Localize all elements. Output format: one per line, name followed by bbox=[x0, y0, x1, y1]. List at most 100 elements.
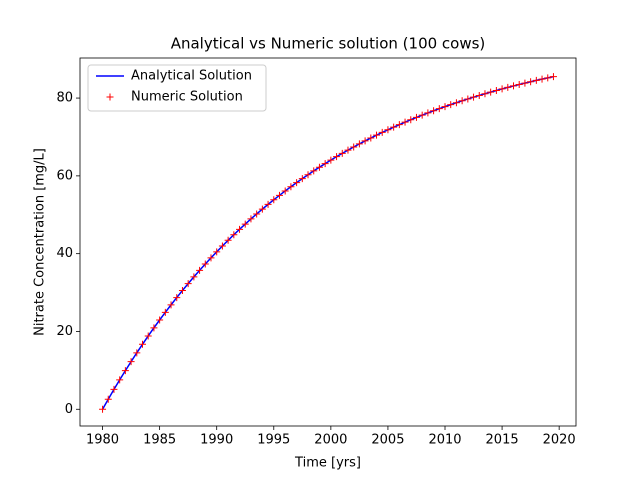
plus-marker bbox=[470, 93, 478, 101]
plus-marker bbox=[315, 163, 323, 171]
plus-marker bbox=[138, 340, 146, 348]
plus-marker bbox=[510, 82, 518, 90]
y-axis-label: Nitrate Concentration [mg/L] bbox=[33, 148, 48, 336]
x-tick-label: 1990 bbox=[200, 433, 233, 448]
plus-marker bbox=[532, 76, 540, 84]
plus-marker bbox=[178, 287, 186, 295]
plus-marker bbox=[116, 376, 124, 384]
plus-marker bbox=[492, 87, 500, 95]
plus-marker bbox=[270, 196, 278, 204]
plus-marker bbox=[338, 149, 346, 157]
plus-marker bbox=[504, 83, 512, 91]
plus-marker bbox=[133, 349, 141, 357]
plus-marker bbox=[390, 123, 398, 131]
y-tick-label: 40 bbox=[56, 246, 73, 261]
plus-marker bbox=[521, 79, 529, 87]
plus-marker bbox=[167, 301, 175, 309]
plus-marker bbox=[435, 105, 443, 113]
plus-marker bbox=[344, 146, 352, 154]
x-axis-label: Time [yrs] bbox=[294, 456, 361, 471]
plus-marker bbox=[150, 324, 158, 332]
plus-marker bbox=[424, 109, 432, 117]
plus-marker bbox=[418, 111, 426, 119]
plus-marker bbox=[544, 74, 552, 82]
plus-marker bbox=[498, 85, 506, 93]
plus-marker bbox=[412, 113, 420, 121]
plus-marker bbox=[127, 358, 135, 366]
plus-marker bbox=[475, 91, 483, 99]
plus-marker bbox=[156, 316, 164, 324]
x-tick-label: 1985 bbox=[143, 433, 176, 448]
plus-marker bbox=[213, 248, 221, 256]
plus-marker bbox=[224, 236, 232, 244]
plus-marker bbox=[218, 242, 226, 250]
axes-frame bbox=[79, 57, 577, 427]
plus-marker bbox=[161, 308, 169, 316]
plus-marker bbox=[121, 367, 129, 375]
plus-marker bbox=[441, 103, 449, 111]
plus-marker bbox=[201, 260, 209, 268]
y-tick-label: 0 bbox=[65, 402, 73, 417]
plus-marker bbox=[293, 179, 301, 187]
plus-marker bbox=[333, 153, 341, 161]
legend-box bbox=[87, 64, 267, 112]
x-tick-label: 1980 bbox=[86, 433, 119, 448]
plus-marker bbox=[373, 131, 381, 139]
plus-marker bbox=[144, 332, 152, 340]
plus-marker bbox=[452, 99, 460, 107]
plus-marker bbox=[527, 78, 535, 86]
legend-label: Numeric Solution bbox=[131, 90, 243, 105]
y-tick-label: 80 bbox=[56, 91, 73, 106]
plus-marker bbox=[367, 134, 375, 142]
plus-marker bbox=[464, 95, 472, 103]
plus-marker bbox=[310, 167, 318, 175]
plus-marker bbox=[515, 80, 523, 88]
legend-marker bbox=[106, 93, 114, 101]
plus-marker bbox=[350, 143, 358, 151]
plus-marker bbox=[275, 191, 283, 199]
x-tick-label: 2005 bbox=[371, 433, 404, 448]
plus-marker bbox=[407, 116, 415, 124]
plus-marker bbox=[447, 101, 455, 109]
plus-marker bbox=[395, 121, 403, 129]
plus-marker bbox=[258, 205, 266, 213]
plus-marker bbox=[384, 126, 392, 134]
y-tick-label: 60 bbox=[56, 168, 73, 183]
x-tick-label: 2020 bbox=[543, 433, 576, 448]
x-tick-label: 2010 bbox=[428, 433, 461, 448]
chart-title: Analytical vs Numeric solution (100 cows… bbox=[171, 35, 486, 53]
x-tick-label: 2000 bbox=[314, 433, 347, 448]
plus-marker bbox=[253, 210, 261, 218]
plus-marker bbox=[207, 254, 215, 262]
x-tick-label: 1995 bbox=[257, 433, 290, 448]
plus-marker bbox=[355, 140, 363, 148]
plus-marker bbox=[184, 280, 192, 288]
y-tick-label: 20 bbox=[56, 324, 73, 339]
plus-marker bbox=[190, 273, 198, 281]
plus-marker bbox=[481, 90, 489, 98]
plus-marker bbox=[196, 266, 204, 274]
plus-marker bbox=[236, 225, 244, 233]
plus-marker bbox=[378, 128, 386, 136]
plus-marker bbox=[281, 187, 289, 195]
plus-marker bbox=[361, 137, 369, 145]
plus-marker bbox=[264, 200, 272, 208]
plus-marker bbox=[549, 73, 557, 81]
legend-label: Analytical Solution bbox=[131, 69, 252, 84]
plus-marker bbox=[104, 395, 112, 403]
plus-marker bbox=[458, 97, 466, 105]
plus-marker bbox=[241, 220, 249, 228]
plus-marker bbox=[173, 294, 181, 302]
plus-marker bbox=[487, 88, 495, 96]
plus-marker bbox=[401, 118, 409, 126]
x-tick-label: 2015 bbox=[486, 433, 519, 448]
plus-marker bbox=[247, 215, 255, 223]
plus-marker bbox=[304, 171, 312, 179]
plus-marker bbox=[321, 160, 329, 168]
plus-marker bbox=[287, 183, 295, 191]
plus-marker bbox=[430, 107, 438, 115]
plus-marker bbox=[298, 175, 306, 183]
plus-marker bbox=[110, 385, 118, 393]
